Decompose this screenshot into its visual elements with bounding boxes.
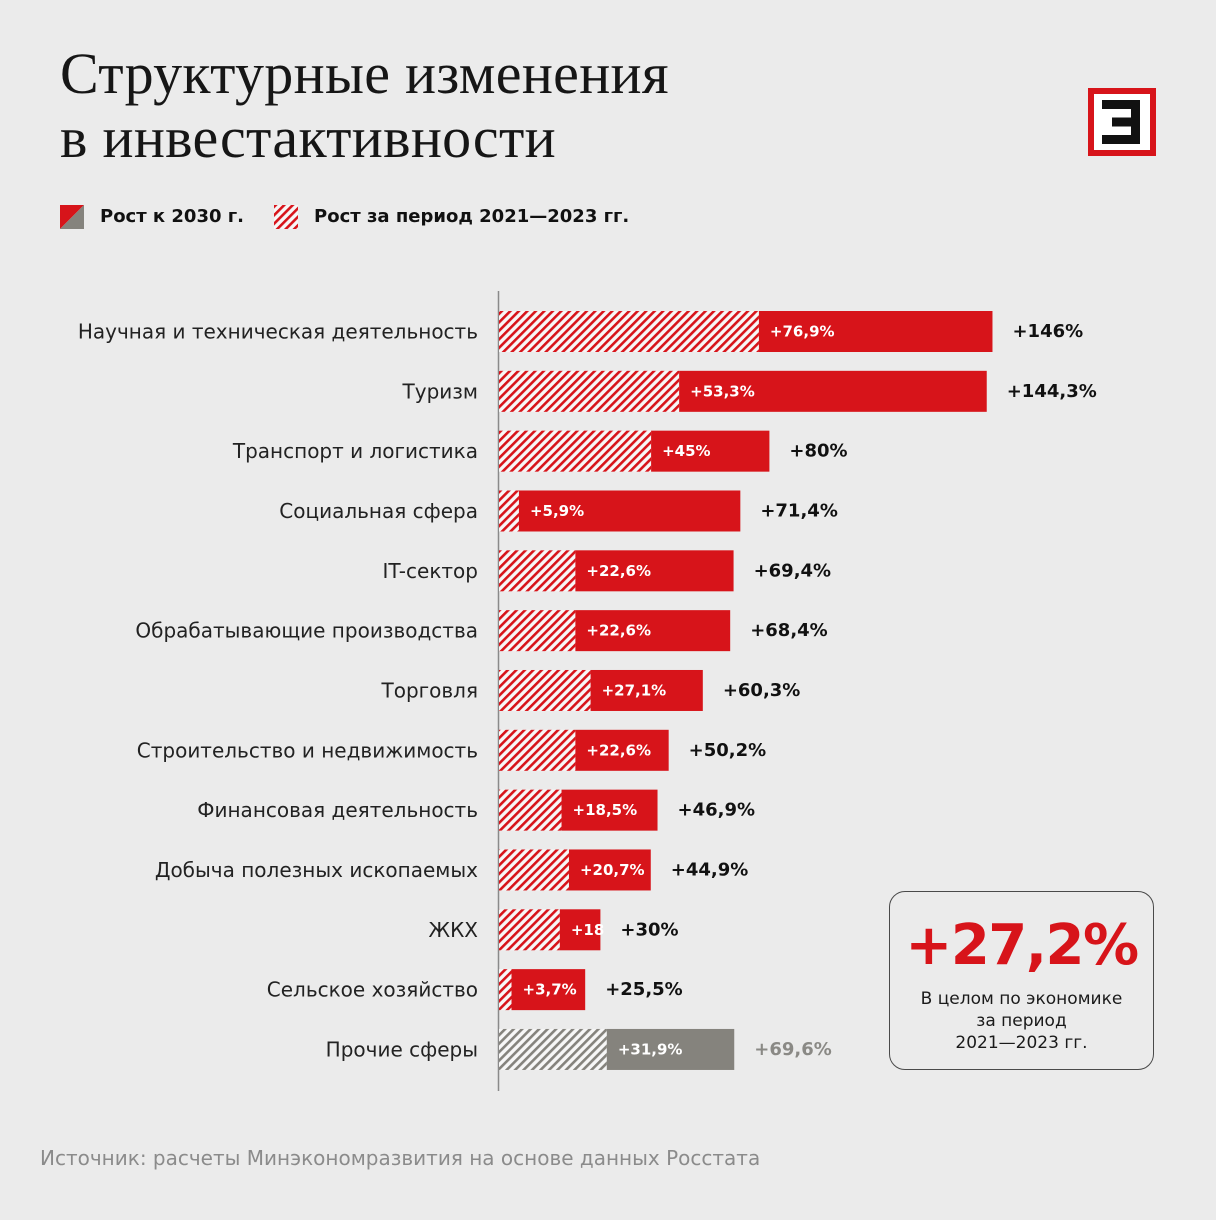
value-label-2021-2023: +20,7%: [580, 861, 645, 879]
value-label-2021-2023: +5,9%: [530, 502, 584, 520]
summary-value: +27,2%: [905, 913, 1139, 978]
value-label-2030: +69,4%: [754, 560, 832, 581]
legend: Рост к 2030 г. Рост за период 2021—2023 …: [60, 205, 659, 229]
category-label: Социальная сфера: [279, 499, 478, 523]
category-label: Транспорт и логистика: [232, 439, 478, 463]
bar-2030: [758, 311, 993, 352]
category-label: Финансовая деятельность: [197, 798, 478, 822]
value-label-2021-2023: +76,9%: [770, 323, 835, 341]
value-label-2030: +60,3%: [723, 680, 801, 701]
summary-line-1: В целом по экономике: [920, 989, 1123, 1009]
category-label: Торговля: [381, 678, 479, 702]
bar-2021-2023: [499, 430, 652, 472]
value-label-2021-2023: +18: [571, 921, 604, 939]
bar-row: Транспорт и логистика +45% +80%: [232, 430, 848, 472]
value-label-2021-2023: +18,5%: [573, 801, 638, 819]
value-label-2030: +80%: [789, 441, 847, 462]
category-label: Сельское хозяйство: [267, 978, 478, 1002]
category-label: Туризм: [402, 379, 478, 403]
category-label: Строительство и недвижимость: [137, 738, 478, 762]
value-label-2030: +44,9%: [671, 859, 749, 880]
legend-label-2021-2023: Рост за период 2021—2023 гг.: [314, 206, 630, 227]
legend-item-2021-2023: Рост за период 2021—2023 гг.: [274, 205, 629, 229]
bar-row: Добыча полезных ископаемых +20,7% +44,9%: [155, 849, 749, 891]
value-label-2030: +30%: [620, 919, 678, 940]
bar-2030: [575, 550, 734, 592]
bar-row: Финансовая деятельность +18,5% +46,9%: [197, 789, 756, 831]
bar-2021-2023: [499, 1028, 607, 1070]
value-label-2021-2023: +22,6%: [586, 562, 651, 580]
summary-line-3: 2021—2023 гг.: [955, 1033, 1088, 1053]
value-label-2030: +69,6%: [754, 1039, 832, 1060]
bar-2021-2023: [499, 849, 569, 891]
value-label-2030: +146%: [1012, 321, 1083, 342]
bar-2030: [561, 789, 658, 831]
summary-caption: В целом по экономике за период 2021—2023…: [890, 988, 1153, 1054]
value-label-2021-2023: +22,6%: [586, 741, 651, 759]
bar-2021-2023: [499, 729, 576, 771]
bar-2021-2023: [499, 370, 680, 412]
bar-2021-2023: [499, 311, 759, 352]
bar-row: Обрабатывающие производства +22,6% +68,4%: [135, 610, 828, 652]
bar-row: Торговля +27,1% +60,3%: [381, 669, 801, 711]
source-note: Источник: расчеты Минэкономразвития на о…: [40, 1146, 761, 1170]
bar-2030: [511, 969, 586, 1011]
bar-row: Сельское хозяйство +3,7% +25,5%: [267, 969, 683, 1011]
bar-row: Социальная сфера +5,9% +71,4%: [279, 490, 838, 532]
bar-2021-2023: [499, 909, 560, 951]
bar-2030: [559, 909, 601, 951]
bar-row: Научная и техническая деятельность +76,9%…: [78, 311, 1083, 352]
category-label: Добыча полезных ископаемых: [155, 858, 478, 882]
value-label-2021-2023: +22,6%: [586, 622, 651, 640]
bar-2021-2023: [499, 789, 562, 831]
value-label-2021-2023: +53,3%: [690, 382, 755, 400]
bar-2021-2023: [499, 669, 591, 711]
value-label-2021-2023: +3,7%: [523, 981, 577, 999]
category-label: Прочие сферы: [326, 1037, 478, 1061]
bar-2030: [568, 849, 651, 891]
category-label: ЖКХ: [429, 918, 479, 942]
bar-2030: [575, 729, 669, 771]
bar-rows: Научная и техническая деятельность +76,9%…: [78, 311, 1097, 1070]
bar-row: Прочие сферы +31,9% +69,6%: [326, 1028, 832, 1070]
bar-2021-2023: [499, 550, 576, 592]
bar-row: Туризм +53,3% +144,3%: [402, 370, 1097, 412]
summary-box: +27,2% В целом по экономике за период 20…: [889, 891, 1154, 1070]
legend-label-2030: Рост к 2030 г.: [100, 206, 245, 227]
logo-icon: [1088, 88, 1156, 156]
value-label-2021-2023: +45%: [662, 442, 710, 460]
bar-row: IT-сектор +22,6% +69,4%: [383, 550, 832, 592]
bar-chart: Научная и техническая деятельность +76,9%…: [78, 291, 1097, 1091]
swatch-muted-part: [60, 205, 84, 229]
category-label: IT-сектор: [383, 559, 478, 583]
bar-row: Строительство и недвижимость +22,6% +50,2%: [137, 729, 767, 771]
bar-2030: [575, 610, 731, 652]
category-label: Обрабатывающие производства: [135, 619, 478, 643]
bar-2021-2023: [499, 610, 576, 652]
value-label-2030: +50,2%: [689, 740, 767, 761]
bar-row: ЖКХ +18 +30%: [429, 909, 679, 951]
bar-2021-2023: [499, 490, 519, 532]
value-label-2030: +46,9%: [678, 800, 756, 821]
bar-2030: [590, 669, 703, 711]
value-label-2021-2023: +31,9%: [618, 1040, 683, 1058]
value-label-2030: +25,5%: [605, 979, 683, 1000]
title-line-2: в инвестактивности: [60, 105, 556, 170]
legend-item-2030: Рост к 2030 г.: [60, 205, 244, 229]
bar-2030: [679, 370, 987, 412]
bar-2030: [518, 490, 741, 532]
value-label-2021-2023: +27,1%: [602, 681, 667, 699]
value-label-2030: +71,4%: [760, 500, 838, 521]
legend-swatch-2030-icon: [60, 205, 84, 229]
bar-2030: [606, 1028, 735, 1070]
value-label-2030: +68,4%: [750, 620, 828, 641]
bar-2021-2023: [499, 969, 512, 1011]
value-label-2030: +144,3%: [1007, 381, 1097, 402]
title-line-1: Структурные изменения: [60, 41, 669, 106]
legend-swatch-2021-2023-icon: [274, 205, 299, 229]
bar-2030: [651, 430, 770, 472]
summary-line-2: за период: [976, 1011, 1067, 1031]
category-label: Научная и техническая деятельность: [78, 320, 478, 344]
page-title: Структурные изменения в инвестактивности: [60, 42, 669, 170]
